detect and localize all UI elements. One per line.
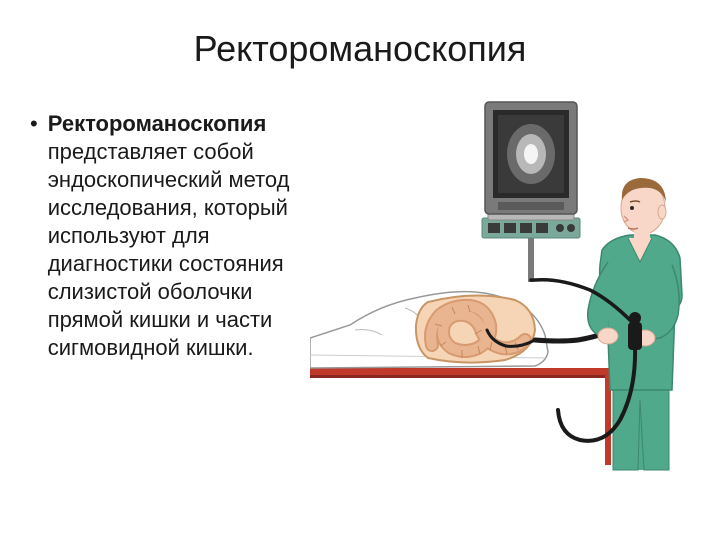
- bullet-item: • Ректороманоскопия представляет собой э…: [30, 110, 300, 362]
- content-row: • Ректороманоскопия представляет собой э…: [30, 90, 690, 490]
- term-bold: Ректороманоскопия: [48, 111, 267, 136]
- bullet-marker: •: [30, 110, 38, 138]
- slide: Ректороманоскопия • Ректороманоскопия пр…: [0, 0, 720, 540]
- text-column: • Ректороманоскопия представляет собой э…: [30, 90, 300, 490]
- procedure-illustration: [310, 90, 690, 490]
- slide-title: Ректороманоскопия: [30, 28, 690, 70]
- term-rest: представляет собой эндоскопический метод…: [48, 139, 290, 360]
- illustration-column: [310, 90, 690, 490]
- body-paragraph: Ректороманоскопия представляет собой энд…: [48, 110, 300, 362]
